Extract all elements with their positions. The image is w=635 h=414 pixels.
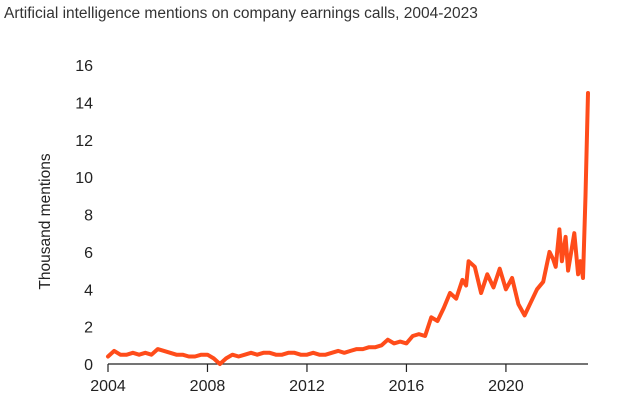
y-tick-label: 16 [75,58,93,75]
y-tick-label: 0 [84,357,93,374]
x-tick-label: 2016 [389,378,425,395]
x-axis-ticks: 2004 2008 2012 2016 2020 [90,364,524,395]
y-tick-label: 14 [75,95,93,112]
x-tick-label: 2004 [90,378,126,395]
y-tick-label: 2 [84,320,93,337]
y-tick-label: 6 [84,245,93,262]
y-tick-label: 12 [75,133,93,150]
y-axis-ticks: 0 2 4 6 8 10 12 14 16 [75,58,93,374]
x-tick-label: 2012 [289,378,325,395]
y-tick-label: 4 [84,282,93,299]
y-axis-title: Thousand mentions [37,153,54,289]
chart-title: Artificial intelligence mentions on comp… [4,5,478,22]
y-tick-label: 10 [75,170,93,187]
x-tick-label: 2008 [190,378,226,395]
x-tick-label: 2020 [488,378,524,395]
y-tick-label: 8 [84,208,93,225]
series-line [106,91,590,366]
